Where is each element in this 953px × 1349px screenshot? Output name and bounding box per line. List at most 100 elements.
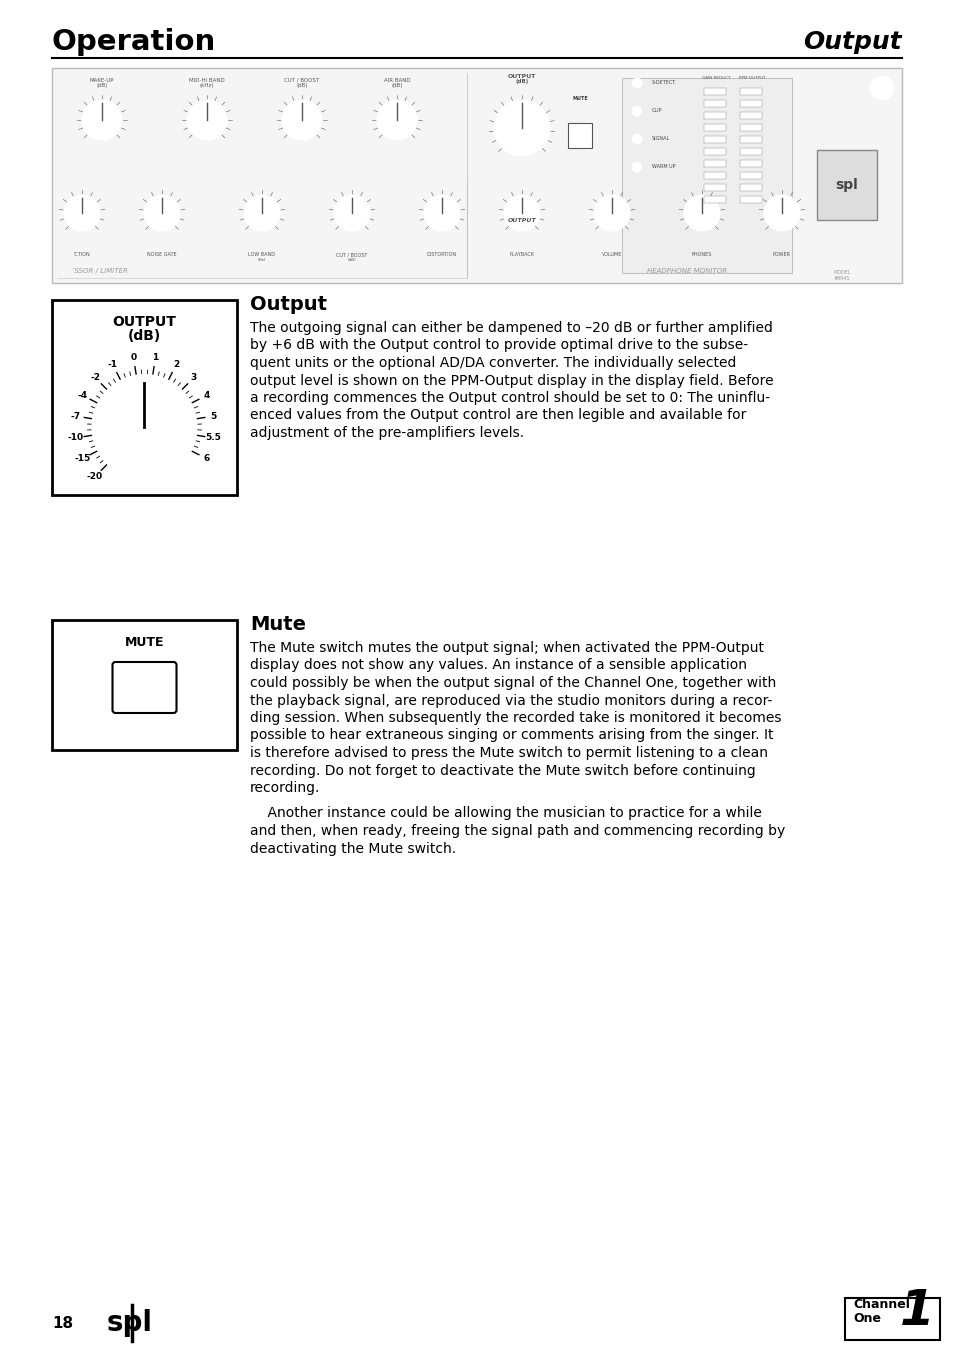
Text: S-DETECT.: S-DETECT. [651,81,677,85]
Bar [703,100,725,107]
Circle shape [282,100,322,140]
Text: (dB): (dB) [296,84,308,89]
Bar [740,88,761,94]
Circle shape [869,76,893,100]
Text: LOW BAND: LOW BAND [248,252,275,258]
Text: Output: Output [802,30,901,54]
Circle shape [631,78,641,88]
Text: 3: 3 [191,374,197,382]
Circle shape [144,196,180,231]
Text: by +6 dB with the Output control to provide optimal drive to the subse-: by +6 dB with the Output control to prov… [250,339,747,352]
Text: (dB): (dB) [391,84,402,89]
Text: MODEL: MODEL [832,271,850,275]
Bar [703,196,725,202]
Circle shape [92,375,196,479]
Text: Channel: Channel [852,1299,909,1311]
Text: (Hz): (Hz) [257,258,266,262]
Circle shape [64,196,100,231]
Text: GAIN REDUCT.: GAIN REDUCT. [701,76,731,80]
Bar [816,150,876,220]
Text: Output: Output [250,295,327,314]
Bar [740,173,761,179]
Text: (dB): (dB) [515,80,528,85]
Bar [703,183,725,192]
Bar [844,1298,939,1340]
Circle shape [594,196,629,231]
Bar [52,67,901,283]
Text: (dB): (dB) [347,258,356,262]
Text: 5.5: 5.5 [206,433,221,442]
Text: could possibly be when the output signal of the Channel One, together with: could possibly be when the output signal… [250,676,776,689]
Bar [740,112,761,119]
Text: MUTE: MUTE [125,635,164,649]
Circle shape [683,196,720,231]
Text: possible to hear extraneous singing or comments arising from the singer. It: possible to hear extraneous singing or c… [250,728,773,742]
Bar [740,148,761,155]
Bar [703,112,725,119]
Circle shape [376,100,416,140]
Text: VOLUME: VOLUME [601,252,621,258]
Text: SIGNAL: SIGNAL [651,136,670,142]
Text: 1: 1 [152,353,158,363]
Text: MUTE: MUTE [572,96,587,100]
Text: -4: -4 [77,391,87,399]
Bar [703,124,725,131]
Bar [740,183,761,192]
Text: CUT / BOOST: CUT / BOOST [336,252,367,258]
Text: adjustment of the pre-amplifiers levels.: adjustment of the pre-amplifiers levels. [250,426,523,440]
Bar [740,196,761,202]
Circle shape [631,162,641,173]
Bar [740,124,761,131]
Text: (kHz): (kHz) [199,84,214,89]
Text: The outgoing signal can either be dampened to –20 dB or further amplified: The outgoing signal can either be dampen… [250,321,772,335]
Bar [740,100,761,107]
Text: recording. Do not forget to deactivate the Mute switch before continuing: recording. Do not forget to deactivate t… [250,764,755,777]
Text: POWER: POWER [772,252,790,258]
Bar [703,88,725,94]
Text: 18: 18 [52,1315,73,1330]
Text: and then, when ready, freeing the signal path and commencing recording by: and then, when ready, freeing the signal… [250,824,784,838]
Text: AIR BAND: AIR BAND [383,77,410,82]
Circle shape [494,100,550,156]
Bar [703,173,725,179]
Text: the playback signal, are reproduced via the studio monitors during a recor-: the playback signal, are reproduced via … [250,693,772,707]
Text: quent units or the optional AD/DA converter. The individually selected: quent units or the optional AD/DA conver… [250,356,736,370]
Text: #9945: #9945 [833,275,849,281]
Text: The Mute switch mutes the output signal; when activated the PPM-Output: The Mute switch mutes the output signal;… [250,641,763,656]
Text: Operation: Operation [52,28,216,57]
Bar [740,161,761,167]
Text: 4: 4 [204,391,210,399]
Text: display does not show any values. An instance of a sensible application: display does not show any values. An ins… [250,658,746,673]
Text: PPM OUTPUT: PPM OUTPUT [738,76,764,80]
Text: output level is shown on the PPM-Output display in the display field. Before: output level is shown on the PPM-Output … [250,374,773,387]
Text: DISTORTION: DISTORTION [427,252,456,258]
Text: NOISE GATE: NOISE GATE [147,252,176,258]
Text: spl: spl [835,178,858,192]
Circle shape [631,107,641,116]
Bar [621,78,791,272]
Text: -20: -20 [87,472,103,482]
Circle shape [334,196,370,231]
FancyBboxPatch shape [112,662,176,714]
Text: CLIP: CLIP [651,108,661,113]
Text: 1: 1 [900,1287,934,1336]
Text: ’SSOR / LIMITER: ’SSOR / LIMITER [71,268,128,274]
Text: PHONES: PHONES [691,252,712,258]
Text: ding session. When subsequently the recorded take is monitored it becomes: ding session. When subsequently the reco… [250,711,781,724]
Text: -15: -15 [74,455,91,463]
Text: -2: -2 [90,374,100,382]
Text: 0: 0 [131,353,136,363]
Text: 6: 6 [204,455,210,463]
Circle shape [631,134,641,144]
Circle shape [244,196,280,231]
Text: (dB): (dB) [128,329,161,343]
Text: -1: -1 [108,360,117,370]
Circle shape [763,196,800,231]
Bar [740,136,761,143]
Text: 2: 2 [173,360,179,370]
Text: recording.: recording. [250,781,320,795]
Text: is therefore advised to press the Mute switch to permit listening to a clean: is therefore advised to press the Mute s… [250,746,767,759]
Text: OUTPUT: OUTPUT [507,73,536,78]
Text: deactivating the Mute switch.: deactivating the Mute switch. [250,842,456,855]
Text: 5: 5 [211,411,216,421]
